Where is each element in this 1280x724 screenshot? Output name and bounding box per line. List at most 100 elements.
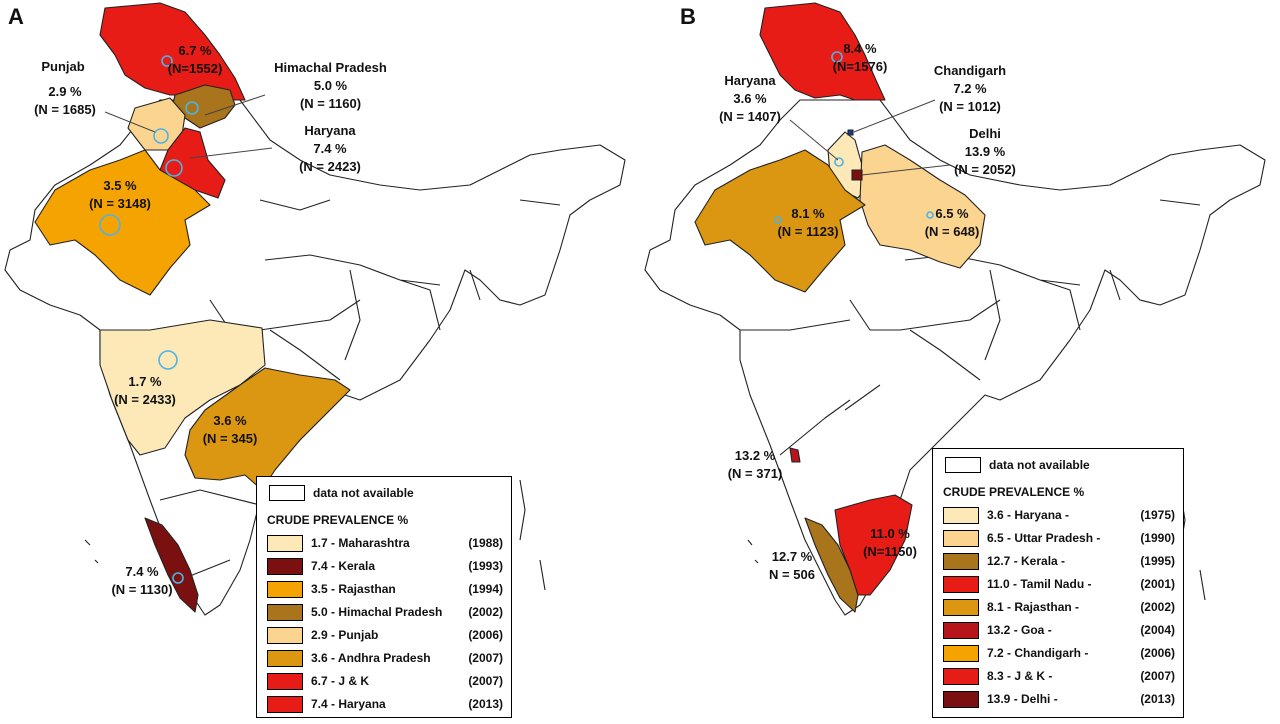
legend-year: (1975) <box>1140 508 1175 522</box>
legend-label: 1.7 - Maharashtra <box>311 536 410 550</box>
marker-rajasthan <box>774 216 782 224</box>
legend-item: 5.0 - Himachal Pradesh (2002) <box>267 603 503 621</box>
legend-year: (2001) <box>1140 577 1175 591</box>
india-map-b <box>644 2 1266 616</box>
legend-na-label: data not available <box>989 458 1090 472</box>
legend-item: 3.6 - Andhra Pradesh (2007) <box>267 649 503 667</box>
legend-year: (1988) <box>468 536 503 550</box>
marker-uttar-pradesh <box>926 211 934 219</box>
legend-swatch <box>943 690 979 708</box>
legend-year: (2006) <box>1140 646 1175 660</box>
panel-letter-a: A <box>8 4 24 29</box>
label-haryana-a: Haryana 7.4 % (N = 2423) <box>299 123 361 174</box>
legend-item: 7.2 - Chandigarh - (2006) <box>943 644 1175 662</box>
panel-b: B 8.4 % (N=1576) Haryana 3.6 % (N = 1407) C… <box>640 0 1280 724</box>
legend-swatch <box>943 552 979 570</box>
legend-title-a: CRUDE PREVALENCE % <box>267 513 409 527</box>
legend-swatch <box>267 626 303 644</box>
legend-swatch <box>267 534 303 552</box>
legend-year: (1995) <box>1140 554 1175 568</box>
legend-swatch <box>943 598 979 616</box>
marker-kerala <box>172 572 184 584</box>
legend-year: (2007) <box>468 651 503 665</box>
state-tamil-nadu <box>834 494 913 596</box>
label-maharashtra-a: 1.7 % (N = 2433) <box>114 374 176 407</box>
label-delhi-b: Delhi 13.9 % (N = 2052) <box>954 126 1016 177</box>
legend-swatch <box>943 667 979 685</box>
legend-item: 6.5 - Uttar Pradesh - (1990) <box>943 529 1175 547</box>
islands-a <box>84 479 546 591</box>
label-jk-a: 6.7 % (N=1552) <box>167 43 223 76</box>
leader-haryana <box>789 119 839 161</box>
legend-item: 12.7 - Kerala - (1995) <box>943 552 1175 570</box>
legend-item: 13.9 - Delhi - (2013) <box>943 690 1175 708</box>
state-andhra <box>184 367 351 491</box>
legend-year: (1990) <box>1140 531 1175 545</box>
legend-item: 3.5 - Rajasthan (1994) <box>267 580 503 598</box>
legend-label: 6.7 - J & K <box>311 674 370 688</box>
leader-delhi <box>861 164 951 176</box>
legend-label: 12.7 - Kerala - <box>987 554 1066 568</box>
legend-item: 8.3 - J & K - (2007) <box>943 667 1175 685</box>
marker-jk <box>831 51 843 63</box>
label-kerala-a: 7.4 % (N = 1130) <box>111 564 173 597</box>
legend-na-a: data not available <box>269 485 414 501</box>
legend-label: 3.5 - Rajasthan <box>311 582 396 596</box>
marker-maharashtra <box>158 350 178 370</box>
legend-item: 8.1 - Rajasthan - (2002) <box>943 598 1175 616</box>
legend-year: (2007) <box>1140 669 1175 683</box>
legend-swatch <box>267 603 303 621</box>
legend-label: 8.1 - Rajasthan - <box>987 600 1080 614</box>
legend-year: (2002) <box>1140 600 1175 614</box>
legend-item: 1.7 - Maharashtra (1988) <box>267 534 503 552</box>
label-tamil-nadu-b: 11.0 % (N=1150) <box>863 526 917 559</box>
legend-label: 13.2 - Goa - <box>987 623 1052 637</box>
legend-year: (2007) <box>468 674 503 688</box>
legend-swatch <box>943 621 979 639</box>
marker-haryana <box>834 157 844 167</box>
label-jk-b: 8.4 % (N=1576) <box>832 41 888 74</box>
legend-label: 3.6 - Andhra Pradesh <box>311 651 431 665</box>
label-punjab-value: 2.9 % (N = 1685) <box>34 84 96 117</box>
leader-himachal <box>204 94 266 116</box>
legend-year: (1993) <box>468 559 503 573</box>
legend-label: 13.9 - Delhi - <box>987 692 1058 706</box>
legend-label: 7.4 - Kerala <box>311 559 376 573</box>
state-chandigarh <box>847 129 854 136</box>
legend-swatch <box>943 644 979 662</box>
legend-year: (2013) <box>1140 692 1175 706</box>
legend-a: data not available CRUDE PREVALENCE % 1.… <box>256 476 512 718</box>
legend-label: 11.0 - Tamil Nadu - <box>987 577 1092 591</box>
legend-swatch <box>267 649 303 667</box>
label-rajasthan-b: 8.1 % (N = 1123) <box>777 206 839 239</box>
leader-chandigarh <box>853 99 936 133</box>
state-kerala <box>144 517 199 613</box>
legend-year: (1994) <box>468 582 503 596</box>
marker-jk <box>161 55 173 67</box>
state-kerala <box>804 517 859 613</box>
leader-haryana <box>189 147 273 159</box>
legend-label: 8.3 - J & K - <box>987 669 1053 683</box>
legend-item: 2.9 - Punjab (2006) <box>267 626 503 644</box>
legend-label: 2.9 - Punjab <box>311 628 379 642</box>
panel-letter-b: B <box>680 4 696 29</box>
legend-swatch <box>943 506 979 524</box>
legend-label: 3.6 - Haryana - <box>987 508 1070 522</box>
state-maharashtra <box>99 319 266 456</box>
legend-swatch <box>267 695 303 713</box>
legend-na-swatch <box>269 485 305 501</box>
legend-na-label: data not available <box>313 486 414 500</box>
legend-item: 11.0 - Tamil Nadu - (2001) <box>943 575 1175 593</box>
label-kerala-b: 12.7 % N = 506 <box>769 549 815 582</box>
label-haryana-b: Haryana 3.6 % (N = 1407) <box>719 73 781 124</box>
legend-year: (2013) <box>468 697 503 711</box>
legend-title-b: CRUDE PREVALENCE % <box>943 485 1085 499</box>
legend-item: 13.2 - Goa - (2004) <box>943 621 1175 639</box>
state-rajasthan <box>694 149 866 293</box>
label-goa-b: 13.2 % (N = 371) <box>727 448 783 481</box>
legend-swatch <box>267 672 303 690</box>
marker-haryana <box>165 159 183 177</box>
legend-item: 7.4 - Kerala (1993) <box>267 557 503 575</box>
legend-year: (2004) <box>1140 623 1175 637</box>
marker-rajasthan <box>99 214 121 236</box>
